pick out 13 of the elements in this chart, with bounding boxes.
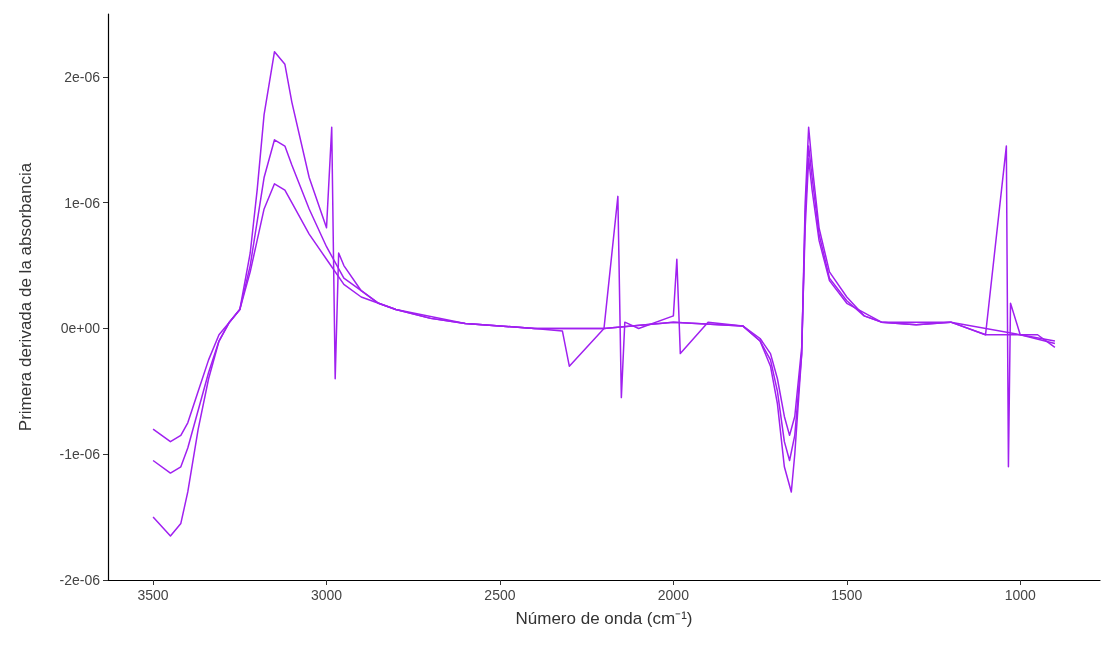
y-tick-label: 0e+00 (60, 320, 101, 337)
y-axis-title: Primera derivada de la absorbancia (16, 162, 35, 432)
x-tick-label: 1000 (1004, 587, 1036, 603)
x-tick-label: 3500 (137, 587, 169, 603)
x-tick-label: 2500 (484, 587, 516, 603)
y-tick-label: 1e-06 (64, 194, 101, 211)
x-tick-label: 1500 (831, 587, 863, 603)
x-axis-title: Número de onda (cm⁻¹) (515, 609, 693, 628)
y-tick-label: -2e-06 (59, 572, 101, 588)
x-tick-label: 2000 (657, 587, 690, 603)
x-tick-label: 3000 (310, 587, 343, 603)
y-tick-label: -1e-06 (59, 446, 101, 463)
y-tick-label: 2e-06 (64, 68, 101, 85)
